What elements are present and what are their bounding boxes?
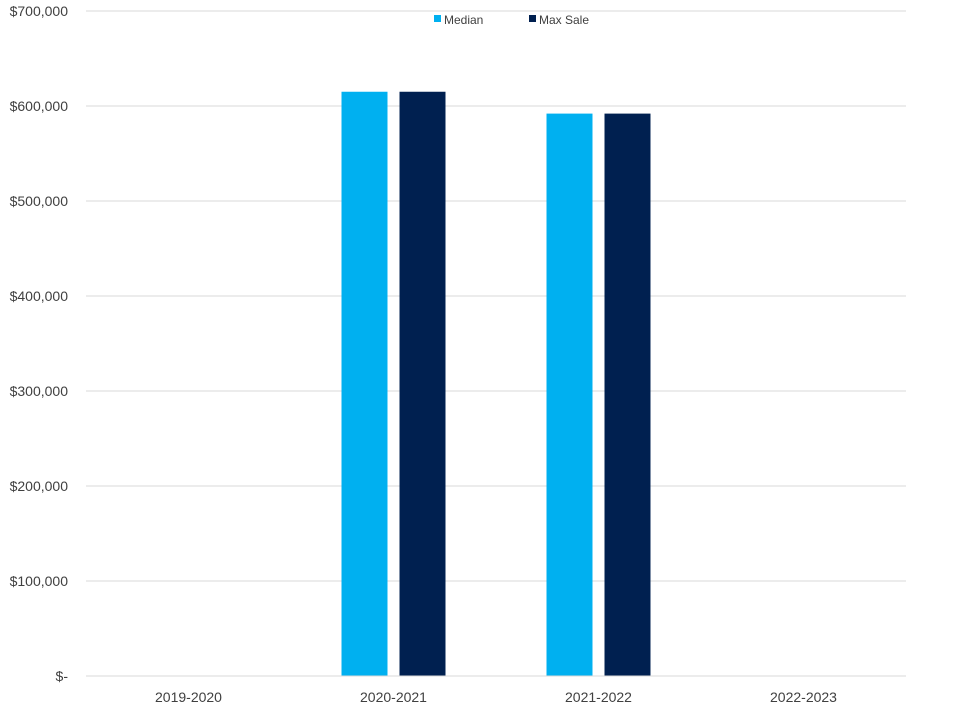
- y-tick-label: $100,000: [10, 573, 69, 589]
- legend-swatch-median: [434, 15, 441, 22]
- bars: [341, 91, 651, 677]
- bar-max-sale-2021-2022[interactable]: [604, 113, 651, 677]
- y-axis: $- $100,000 $200,000 $300,000 $400,000 $500,0…: [10, 3, 69, 684]
- y-tick-label: $500,000: [10, 193, 69, 209]
- gridlines: [86, 10, 906, 677]
- y-tick-label: $400,000: [10, 288, 69, 304]
- x-tick-label: 2021-2022: [565, 689, 632, 705]
- y-tick-label: $700,000: [10, 3, 69, 19]
- legend-swatch-max-sale: [529, 15, 536, 22]
- bar-median-2021-2022[interactable]: [546, 113, 593, 677]
- legend-label-max-sale: Max Sale: [539, 13, 589, 27]
- x-axis: 2019-2020 2020-2021 2021-2022 2022-2023: [86, 675, 906, 705]
- bar-median-2020-2021[interactable]: [341, 91, 388, 676]
- x-tick-label: 2020-2021: [360, 689, 427, 705]
- x-tick-label: 2022-2023: [770, 689, 837, 705]
- y-tick-label: $300,000: [10, 383, 69, 399]
- y-tick-label: $200,000: [10, 478, 69, 494]
- bar-max-sale-2020-2021[interactable]: [399, 91, 446, 676]
- y-tick-label: $600,000: [10, 98, 69, 114]
- x-tick-label: 2019-2020: [155, 689, 222, 705]
- legend: Median Max Sale: [434, 13, 589, 27]
- y-tick-label: $-: [56, 668, 69, 684]
- legend-label-median: Median: [444, 13, 483, 27]
